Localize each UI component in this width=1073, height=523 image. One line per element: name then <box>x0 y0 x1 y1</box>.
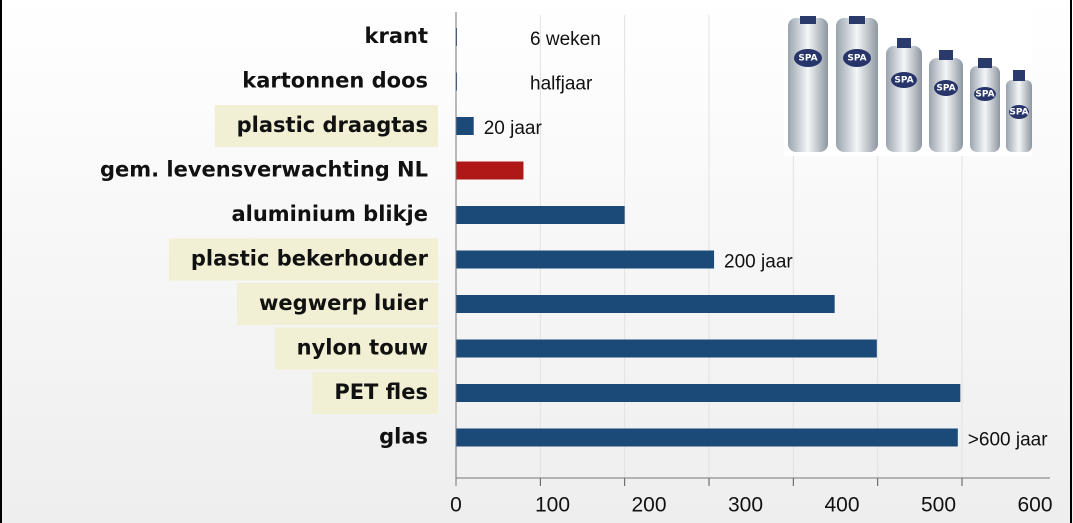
brand-text: SPA <box>936 84 955 94</box>
category-label: plastic bekerhouder <box>191 247 429 271</box>
bar-annotation: halfjaar <box>530 74 593 95</box>
bar <box>456 251 714 269</box>
brand-text: SPA <box>975 90 994 100</box>
bar <box>456 340 877 358</box>
bar <box>456 162 523 180</box>
bar <box>456 206 625 224</box>
cap <box>939 50 953 60</box>
category-label: PET fles <box>334 380 428 404</box>
bottle <box>788 18 828 152</box>
brand-text: SPA <box>847 54 866 64</box>
bar-annotation: 6 weken <box>530 29 601 50</box>
brand-text: SPA <box>1009 108 1028 118</box>
category-label: plastic draagtas <box>237 113 428 137</box>
bar-annotation: 20 jaar <box>484 118 543 139</box>
bottle <box>970 66 1000 152</box>
category-label: krant <box>365 24 428 48</box>
chart: SPA SPA SPA SPA SPA SPA 0 100 200 300 400 500… <box>0 0 1073 523</box>
category-label: wegwerp luier <box>259 291 429 315</box>
brand-text: SPA <box>894 76 913 86</box>
bottles-image: SPA SPA SPA SPA SPA SPA <box>784 14 1032 156</box>
bar <box>456 429 958 447</box>
cap <box>897 38 911 48</box>
category-label: glas <box>379 425 428 449</box>
bar-annotation: 200 jaar <box>724 252 793 273</box>
category-label: gem. levensverwachting NL <box>100 158 428 182</box>
cap <box>849 16 865 24</box>
bottle <box>886 46 922 152</box>
x-tick-label: 100 <box>535 494 570 517</box>
x-tick-label: 600 <box>1017 494 1052 517</box>
x-tick-label: 0 <box>450 494 462 517</box>
bar <box>456 117 474 135</box>
x-tick-label: 200 <box>631 494 666 517</box>
bar <box>456 384 960 402</box>
bar-annotation: >600 jaar <box>968 430 1048 451</box>
x-tick-label: 400 <box>824 494 859 517</box>
cap <box>978 58 992 68</box>
x-tick-label: 500 <box>921 494 956 517</box>
bottle <box>929 58 963 152</box>
cap <box>1013 70 1025 81</box>
cap <box>800 16 816 24</box>
brand-text: SPA <box>798 54 817 64</box>
category-label: aluminium blikje <box>231 202 428 226</box>
category-label: kartonnen doos <box>242 69 428 93</box>
bar <box>456 295 835 313</box>
bottle <box>836 18 878 152</box>
x-tick-label: 300 <box>728 494 763 517</box>
category-label: nylon touw <box>297 336 428 360</box>
